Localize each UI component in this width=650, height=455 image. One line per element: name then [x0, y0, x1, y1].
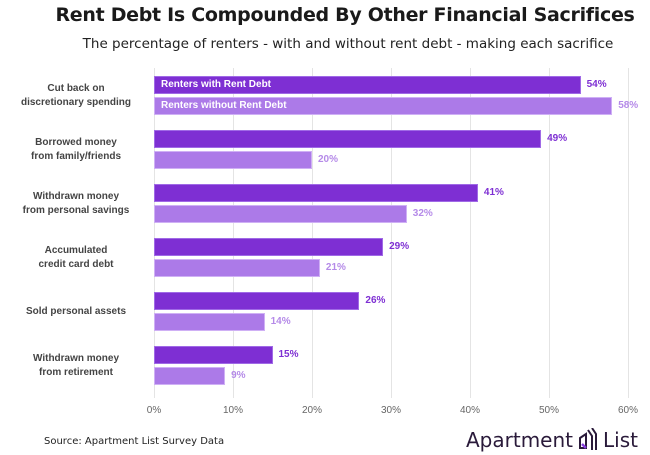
value-label: 9%: [231, 370, 246, 381]
bar-with-rent-debt: [154, 130, 542, 148]
value-label: 21%: [325, 262, 346, 273]
value-label: 26%: [365, 295, 386, 306]
value-label: 49%: [547, 133, 568, 144]
apartment-list-logo: Apartment List: [466, 428, 638, 452]
legend-label: Renters with Rent Debt: [161, 79, 272, 90]
gridline: [628, 68, 629, 398]
x-tick-label: 10%: [222, 405, 243, 416]
source-note: Source: Apartment List Survey Data: [44, 436, 225, 447]
value-label: 41%: [483, 187, 504, 198]
category-label: Accumulated credit card debt: [38, 245, 114, 270]
gridline: [391, 68, 392, 398]
x-tick-label: 40%: [459, 405, 480, 416]
value-label: 54%: [586, 79, 607, 90]
category-label: Withdrawn money from retirement: [32, 353, 120, 378]
gridline: [154, 68, 155, 398]
value-label: 20%: [318, 154, 339, 165]
chart-subtitle: The percentage of renters - with and wit…: [82, 36, 614, 52]
apartment-list-logo-icon: [579, 428, 598, 450]
x-tick-label: 0%: [146, 405, 162, 416]
category-label: Withdrawn money from personal savings: [22, 191, 130, 216]
bar-with-rent-debt: [154, 184, 478, 202]
category-label: Borrowed money from family/friends: [30, 137, 122, 162]
value-label: 14%: [270, 316, 291, 327]
x-tick-label: 30%: [380, 405, 401, 416]
legend-label: Renters without Rent Debt: [161, 100, 287, 111]
bar-with-rent-debt: [154, 346, 273, 364]
plot-area: Renters with Rent Debt 54% Renters without…: [154, 68, 638, 398]
bar-without-rent-debt: [154, 151, 312, 169]
value-label: 29%: [389, 241, 410, 252]
bar-without-rent-debt: [154, 367, 226, 385]
logo-text-left: Apartment: [466, 428, 574, 452]
value-label: 15%: [278, 349, 299, 360]
bar-without-rent-debt: Renters without Rent Debt: [154, 97, 613, 115]
logo-text-right: List: [603, 428, 638, 452]
x-tick-label: 20%: [301, 405, 322, 416]
chart-title: Rent Debt Is Compounded By Other Financi…: [55, 4, 635, 26]
value-label: 58%: [618, 100, 639, 111]
bar-with-rent-debt: [154, 238, 384, 256]
x-tick-label: 60%: [617, 405, 638, 416]
category-label: Cut back on discretionary spending: [20, 83, 132, 108]
bar-without-rent-debt: [154, 259, 320, 277]
bar-without-rent-debt: [154, 313, 265, 331]
gridline: [312, 68, 313, 398]
value-label: 32%: [412, 208, 433, 219]
x-tick-label: 50%: [538, 405, 559, 416]
bar-with-rent-debt: Renters with Rent Debt: [154, 76, 581, 94]
gridline: [549, 68, 550, 398]
category-label: Sold personal assets: [25, 306, 127, 317]
bar-with-rent-debt: [154, 292, 360, 310]
gridline: [470, 68, 471, 398]
bar-without-rent-debt: [154, 205, 407, 223]
gridline: [233, 68, 234, 398]
